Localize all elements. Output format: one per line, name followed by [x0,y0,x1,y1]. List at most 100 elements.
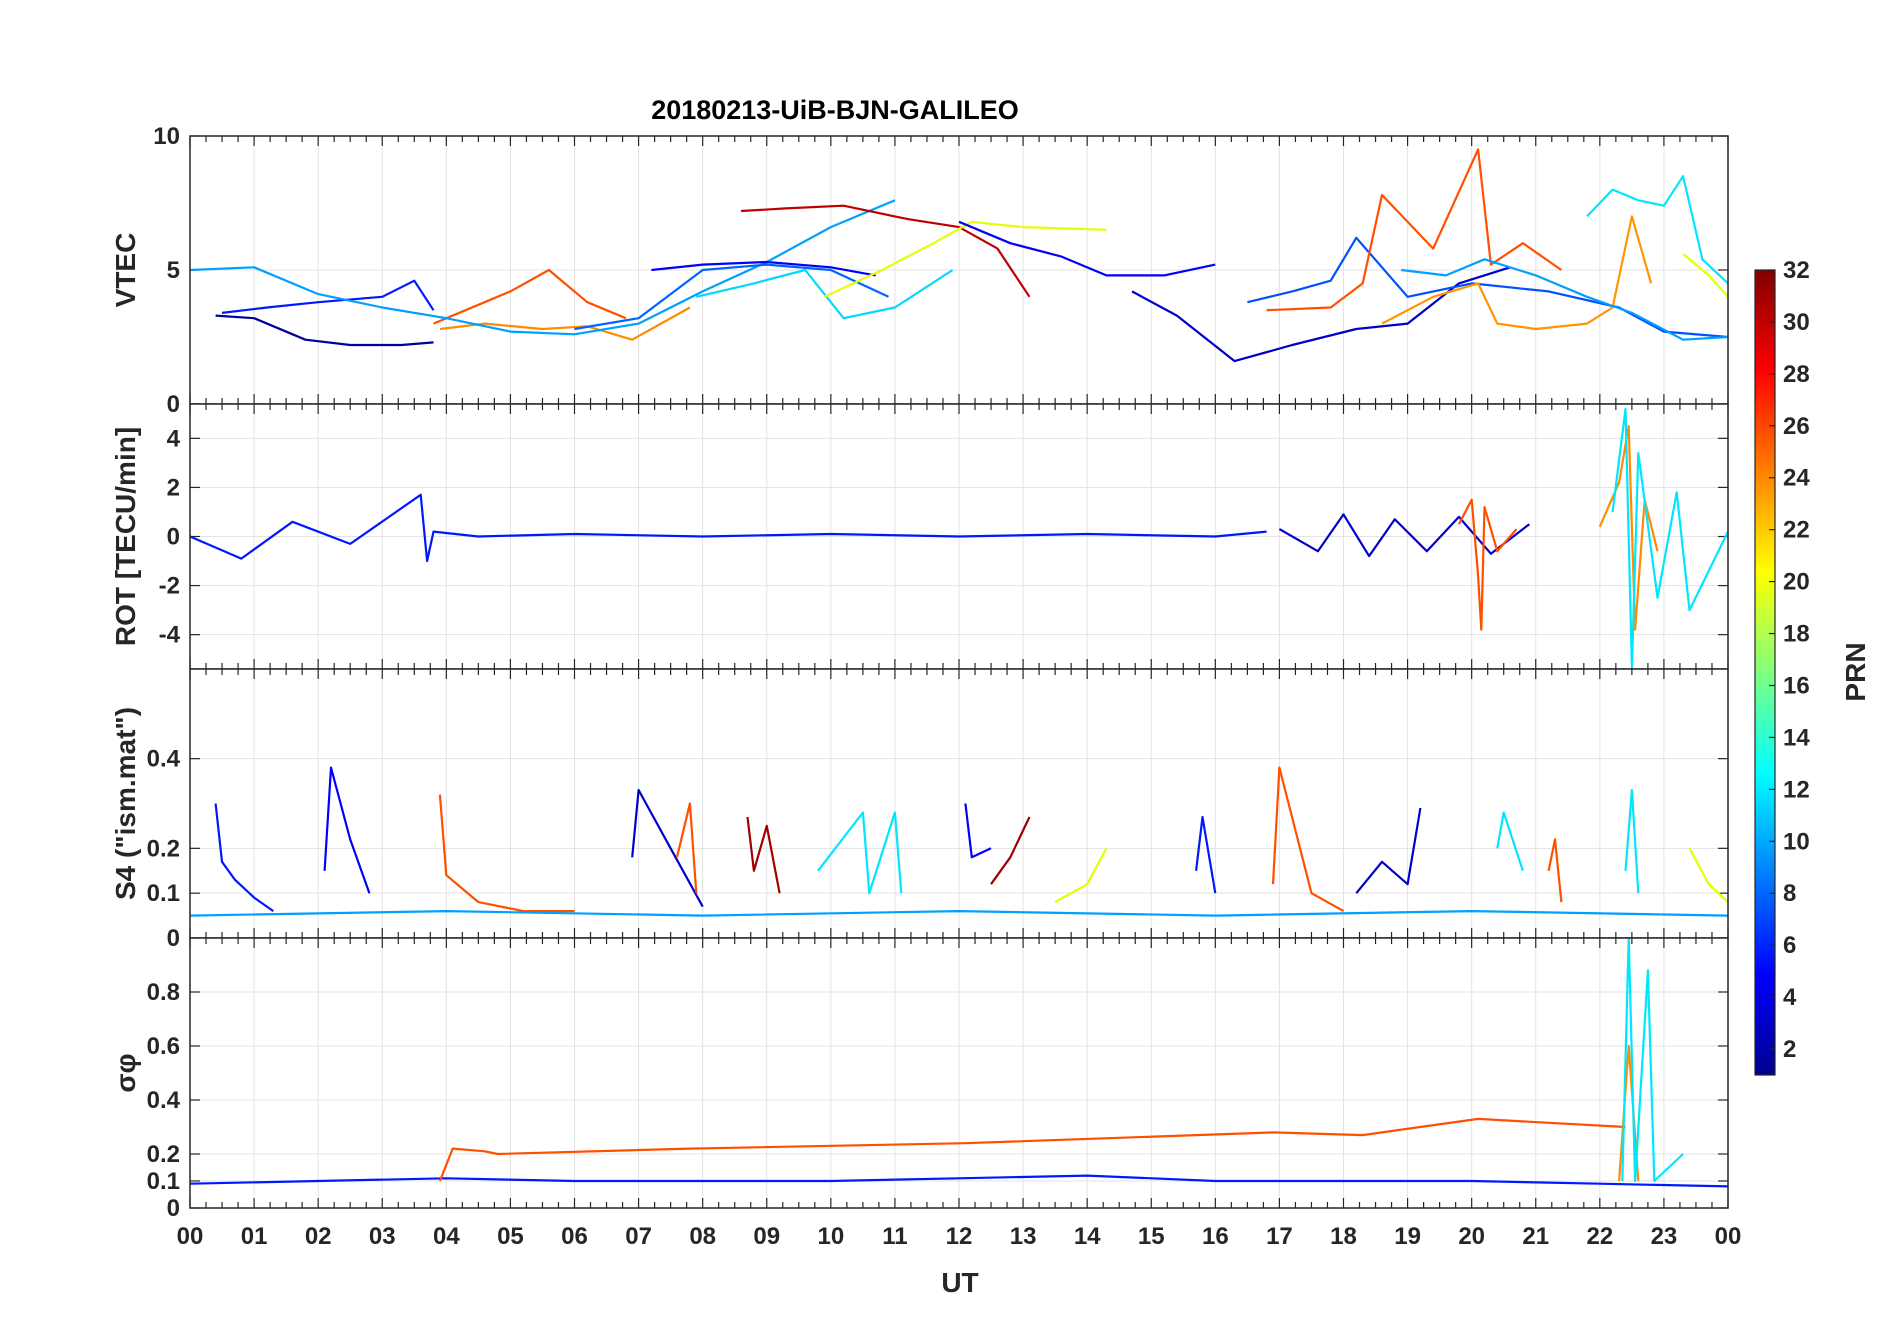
series-line-prn-24 [1618,1044,1640,1182]
chart-title: 20180213-UiB-BJN-GALILEO [651,95,1019,125]
series-line-prn-26 [438,794,575,913]
y-axis-label: ROT [TECU/min] [110,427,141,646]
x-tick-label: 02 [305,1223,332,1250]
x-tick-label: 01 [241,1223,268,1250]
series-line-prn-26 [675,802,698,894]
x-tick-label: 23 [1651,1223,1678,1250]
y-tick-label: -2 [159,573,180,600]
panel-s4: 0 0.1 0.2 0.4S4 ("ism.mat") [110,668,1729,952]
x-tick-label: 05 [497,1223,524,1250]
panel-sigma-phi: 00.10.2 0.4 0.6 0.8 σφ [110,936,1729,1222]
series-line-prn-8 [1247,236,1729,339]
series-line-prn-5 [651,260,876,277]
y-tick-label: 0 [167,391,180,418]
colorbar-tick-label: 16 [1783,672,1810,699]
colorbar-tick-label: 14 [1783,724,1810,751]
x-tick-label: 11 [882,1223,907,1250]
series-line-prn-13 [1624,788,1640,894]
colorbar-tick-label: 6 [1783,932,1796,959]
x-tick-label: 15 [1138,1223,1165,1250]
colorbar-tick-label: 18 [1783,621,1810,648]
y-tick-label: 0.2 [147,835,180,862]
series-line-prn-4 [214,803,274,912]
series-line-prn-13 [1586,175,1729,285]
x-tick-label: 17 [1266,1223,1293,1250]
colorbar-tick-label: 24 [1783,465,1810,492]
series-line-prn-13 [1611,407,1729,668]
x-tick-label: 03 [369,1223,396,1250]
x-tick-label: 16 [1202,1223,1229,1250]
series-line-prn-26 [1547,838,1563,903]
colorbar-gradient [1754,269,1776,1076]
y-tick-label: 0.6 [147,1033,180,1060]
y-tick-label: 2 [167,474,180,501]
panel-frame [189,937,1729,1209]
series-line-prn-26 [1457,498,1518,631]
x-axis-label: UT [941,1267,978,1298]
panel-vtec: 0 5 10 VTEC [110,123,1729,418]
x-tick-label: 08 [689,1223,716,1250]
series-line-prn-3 [1355,807,1422,894]
colorbar-tick-label: 12 [1783,776,1810,803]
series-line-prn-9 [574,263,889,331]
series-line-prn-30 [741,204,1031,298]
panel-rot: -4 -2 0 2 4 ROT [TECU/min] [110,403,1729,670]
series-line-prn-20 [823,220,1107,298]
x-tick-label: 12 [946,1223,973,1250]
colorbar-tick-label: 30 [1783,309,1810,336]
x-tick-label: 14 [1074,1223,1101,1250]
y-tick-label: 5 [167,257,180,284]
y-tick-label: 0 [167,1195,180,1222]
series-line-prn-13 [817,811,903,895]
series-line-prn-26 [433,268,627,325]
y-tick-label: 0.1 [147,1168,180,1195]
colorbar-tick-label: 4 [1783,984,1797,1011]
y-tick-label: 0.1 [147,880,180,907]
x-tick-label: 06 [561,1223,588,1250]
series-line-prn-5 [958,220,1216,277]
series-line-prn-23 [1381,215,1653,331]
x-tick-label: 21 [1522,1223,1549,1250]
series-line-prn-4 [189,1174,1729,1188]
series-line-prn-3 [631,788,704,908]
y-tick-label: 4 [167,425,181,452]
y-tick-label: 0.2 [147,1141,180,1168]
y-tick-label: 0 [167,925,180,952]
y-tick-label: 0.4 [147,746,181,773]
y-tick-label: 0.4 [147,1087,181,1114]
colorbar-tick-label: 20 [1783,569,1810,596]
colorbar-tick-label: 26 [1783,413,1810,440]
x-tick-label: 09 [753,1223,780,1250]
series-line-prn-4 [189,493,1267,563]
colorbar-tick-label: 28 [1783,361,1810,388]
series-line-prn-20 [1682,253,1729,298]
x-tick-label: 00 [177,1223,204,1250]
series-line-prn-31 [990,816,1031,885]
y-tick-label: -4 [159,622,181,649]
x-tick-label: 18 [1330,1223,1357,1250]
series-line-prn-3 [1131,266,1511,363]
colorbar-tick-label: 2 [1783,1036,1796,1063]
series-line-prn-13 [1621,936,1684,1183]
series-line-prn-12 [696,268,954,320]
series-line-prn-4 [1195,815,1217,894]
series-line-prn-11 [189,909,1729,917]
series-line-prn-4 [221,279,435,314]
series-line-prn-3 [1278,513,1530,558]
series-line-prn-31 [746,816,781,894]
x-tick-label: 04 [433,1223,460,1250]
x-tick-label: 20 [1458,1223,1485,1250]
series-line-prn-11 [189,199,896,336]
series-line-prn-20 [1688,847,1729,903]
y-tick-label: 10 [153,123,180,150]
x-tick-label: 22 [1586,1223,1613,1250]
y-tick-label: 0 [167,524,180,551]
y-tick-label: 0.8 [147,979,180,1006]
x-tick-label: 00 [1715,1223,1742,1250]
series-line-prn-5 [323,766,371,894]
x-tick-label: 07 [625,1223,652,1250]
colorbar-tick-label: 22 [1783,517,1810,544]
y-axis-label: σφ [110,1053,141,1092]
